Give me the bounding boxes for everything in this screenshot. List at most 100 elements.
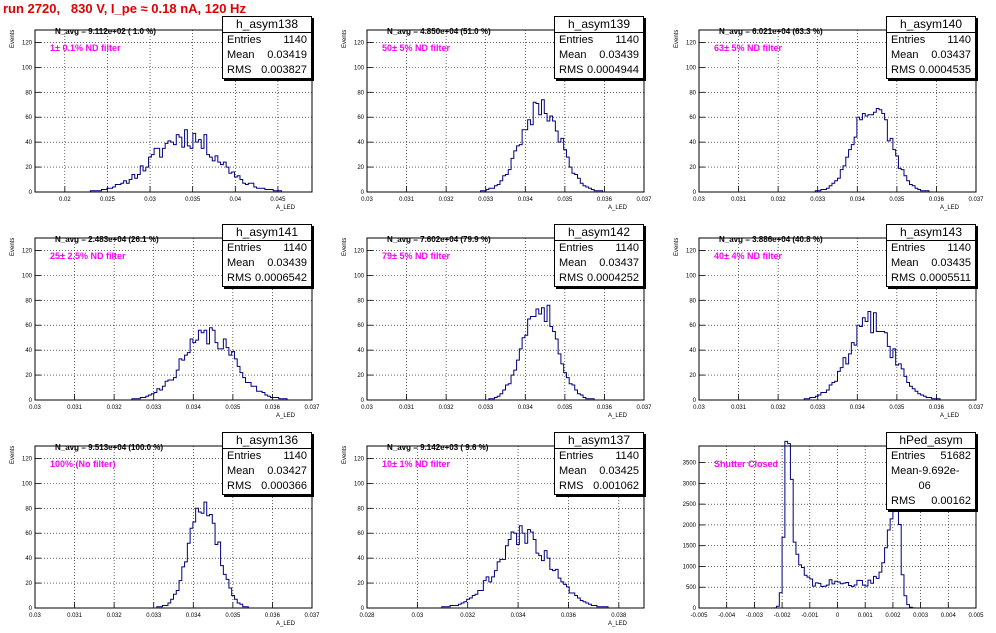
x-tick-label: 0.004 — [941, 613, 957, 619]
histogram-name: h_asym136 — [223, 433, 311, 449]
filter-label: 100% (No filter) — [50, 459, 116, 469]
x-tick-label: -0.001 — [801, 613, 819, 619]
y-axis-label: Events — [674, 237, 680, 256]
histogram-line — [699, 108, 976, 193]
histogram-name: h_asym143 — [887, 225, 975, 241]
stats-key: Mean — [227, 49, 255, 61]
x-tick-label: 0.02 — [59, 197, 71, 203]
x-tick-label: 0.032 — [107, 613, 123, 619]
histogram-panel-hPed_asym: -0.005 -0.004 -0.003 -0.002 -0.001 0 0.001 0.00… — [664, 426, 994, 633]
y-tick-label: 60 — [357, 115, 364, 121]
histogram-svg: 0.03 0.031 0.032 0.033 0.034 0.035 0.036 0.037 0… — [22, 237, 320, 411]
x-tick-label: 0.033 — [146, 405, 162, 411]
y-tick-label: 100 — [354, 273, 365, 279]
x-tick-label: 0.037 — [304, 613, 320, 619]
filter-label: 10± 1% ND filter — [382, 459, 450, 469]
x-tick-label: 0.03 — [29, 405, 41, 411]
histogram-line — [35, 501, 312, 609]
histogram-name: h_asym139 — [555, 17, 643, 33]
x-tick-label: 0.037 — [304, 405, 320, 411]
x-tick-label: 0.037 — [968, 405, 984, 411]
stats-row-entries: Entries 1140 — [223, 33, 311, 48]
plot-frame — [698, 237, 977, 401]
y-tick-label: 3000 — [683, 481, 697, 487]
x-tick-label: 0.033 — [810, 405, 826, 411]
stats-key: RMS — [891, 495, 916, 507]
histogram-line — [35, 327, 312, 401]
stats-value: 0.003827 — [261, 64, 307, 76]
stats-row-rms: RMS 0.0004252 — [555, 271, 643, 286]
plot-frame — [34, 237, 313, 401]
y-tick-label: 120 — [22, 456, 33, 462]
y-tick-label: 20 — [25, 165, 32, 171]
histogram-name: h_asym137 — [555, 433, 643, 449]
histogram-name: hPed_asym — [887, 433, 975, 449]
x-tick-label: 0.034 — [518, 405, 534, 411]
x-tick-label: 0.031 — [731, 405, 747, 411]
n-avg-label: N_avg = 6.021e+04 (63.3 %) — [719, 27, 823, 36]
stats-key: Entries — [227, 34, 262, 46]
x-tick-label: 0 — [836, 613, 840, 619]
x-tick-label: -0.005 — [690, 613, 708, 619]
stats-key: Entries — [559, 242, 594, 254]
y-tick-label: 0 — [361, 190, 365, 196]
y-tick-label: 80 — [357, 506, 364, 512]
stats-key: RMS — [559, 480, 584, 492]
y-tick-label: 80 — [25, 298, 32, 304]
y-tick-label: 3500 — [683, 461, 697, 467]
y-tick-label: 20 — [357, 581, 364, 587]
y-tick-label: 120 — [686, 40, 697, 46]
stats-value: 0.0004535 — [919, 64, 971, 76]
y-axis-label: Events — [10, 237, 16, 256]
histogram-panel-h_asym141: 0.03 0.031 0.032 0.033 0.034 0.035 0.036 0.037 0… — [0, 218, 330, 425]
x-tick-label: 0.031 — [399, 405, 415, 411]
x-tick-label: 0.03 — [361, 197, 373, 203]
stats-box: h_asym139 Entries 1140 Mean 0.03439 RMS 0.0004… — [554, 16, 644, 79]
x-tick-label: 0.03 — [29, 613, 41, 619]
x-tick-label: 0.001 — [858, 613, 874, 619]
x-tick-label: 0.035 — [225, 613, 241, 619]
y-tick-label: 80 — [25, 506, 32, 512]
stats-value: 0.000366 — [261, 480, 307, 492]
stats-row-rms: RMS 0.0004535 — [887, 63, 975, 78]
stats-key: Mean — [891, 49, 919, 61]
histogram-panel-h_asym136: 0.03 0.031 0.032 0.033 0.034 0.035 0.036 0.037 0… — [0, 426, 330, 633]
x-tick-label: 0.037 — [968, 197, 984, 203]
x-tick-label: 0.034 — [850, 405, 866, 411]
stats-value: 0.03437 — [599, 257, 639, 269]
y-tick-label: 80 — [689, 298, 696, 304]
stats-value: 0.03419 — [267, 49, 307, 61]
filter-label: 79± 5% ND filter — [382, 251, 450, 261]
x-tick-label: 0.036 — [561, 613, 577, 619]
n-avg-label: N_avg = 9.142e+03 ( 9.6 %) — [387, 443, 489, 452]
n-avg-label: N_avg = 4.850e+04 (51.0 %) — [387, 27, 491, 36]
stats-row-mean: Mean -9.692e-06 — [887, 464, 975, 494]
histogram-name: h_asym142 — [555, 225, 643, 241]
stats-row-mean: Mean 0.03435 — [887, 256, 975, 271]
stats-key: RMS — [891, 272, 916, 284]
filter-label: Shutter Closed — [714, 459, 779, 469]
y-tick-label: 100 — [354, 65, 365, 71]
stats-value: -9.692e-06 — [918, 465, 960, 492]
n-avg-label: N_avg = 2.483e+04 (26.1 %) — [55, 235, 159, 244]
y-tick-label: 0 — [29, 398, 33, 404]
stats-row-rms: RMS 0.000366 — [223, 479, 311, 494]
y-axis-label: Events — [342, 29, 348, 48]
y-tick-label: 60 — [689, 323, 696, 329]
stats-row-mean: Mean 0.03439 — [223, 256, 311, 271]
stats-row-entries: Entries 1140 — [887, 241, 975, 256]
x-tick-label: 0.036 — [597, 405, 613, 411]
x-tick-label: 0.036 — [929, 197, 945, 203]
stats-key: Entries — [891, 450, 926, 462]
x-axis-label: A_LED — [940, 205, 960, 211]
stats-key: Mean — [891, 257, 919, 269]
plot-frame — [698, 29, 977, 193]
stats-box: h_asym142 Entries 1140 Mean 0.03437 RMS 0.0004… — [554, 224, 644, 287]
x-tick-label: 0.033 — [146, 613, 162, 619]
x-tick-label: 0.045 — [270, 197, 286, 203]
stats-row-entries: Entries 51682 — [887, 449, 975, 464]
histogram-panel-h_asym137: 0.028 0.03 0.032 0.034 0.036 0.038 0 20 40 60 80 10… — [332, 426, 662, 633]
x-tick-label: 0.037 — [636, 405, 652, 411]
stats-value: 0.03437 — [931, 49, 971, 61]
y-tick-label: 120 — [354, 40, 365, 46]
